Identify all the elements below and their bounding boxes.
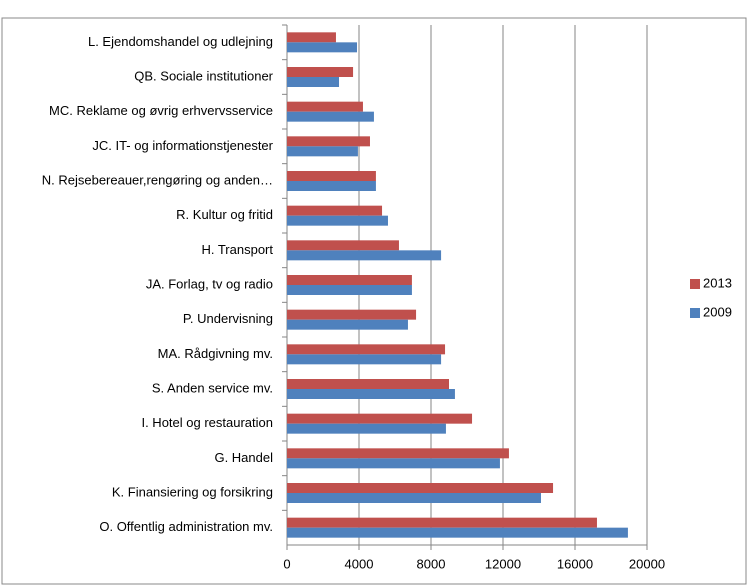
y-tick-label: MA. Rådgivning mv. xyxy=(158,346,273,361)
y-tick-label: QB. Sociale institutioner xyxy=(134,68,273,83)
bar xyxy=(287,32,336,43)
y-tick-label: P. Undervisning xyxy=(183,311,273,326)
legend-label: 2013 xyxy=(703,275,732,290)
y-tick-label: O. Offentlig administration mv. xyxy=(99,519,273,534)
y-tick-label: R. Kultur og fritid xyxy=(176,207,273,222)
y-tick-label: G. Handel xyxy=(214,450,273,465)
y-tick-label: S. Anden service mv. xyxy=(152,380,273,395)
bar xyxy=(287,285,412,295)
bar xyxy=(287,171,376,181)
bar xyxy=(287,250,442,261)
bar xyxy=(287,527,628,538)
x-tick-label: 4000 xyxy=(345,556,374,571)
legend-swatch xyxy=(690,308,700,318)
bar xyxy=(287,493,541,503)
x-tick-label: 0 xyxy=(283,556,290,571)
x-tick-label: 20000 xyxy=(629,556,665,571)
bar xyxy=(287,309,417,320)
bar xyxy=(287,42,358,53)
bar xyxy=(287,181,376,191)
bar xyxy=(287,136,370,147)
y-tick-label: JC. IT- og informationstjenester xyxy=(92,138,273,153)
y-tick-label: JA. Forlag, tv og radio xyxy=(146,276,273,291)
bar xyxy=(287,344,446,355)
legend-label: 2009 xyxy=(703,304,732,319)
bar xyxy=(287,67,354,77)
bar xyxy=(287,205,383,216)
bar xyxy=(287,215,388,226)
bar xyxy=(287,423,446,434)
bar xyxy=(287,458,500,469)
y-tick-label: MC. Reklame og øvrig erhvervsservice xyxy=(49,103,273,118)
y-tick-label: L. Ejendomshandel og udlejning xyxy=(88,34,273,49)
y-tick-label: K. Finansiering og forsikring xyxy=(112,484,273,499)
bar xyxy=(287,275,412,285)
legend-swatch xyxy=(690,279,700,289)
bar xyxy=(287,354,442,365)
bar xyxy=(287,77,340,87)
y-tick-label: I. Hotel og restauration xyxy=(141,415,273,430)
bar xyxy=(287,389,455,399)
bar xyxy=(287,111,374,122)
bar xyxy=(287,413,473,424)
y-tick-label: H. Transport xyxy=(201,242,273,257)
bar xyxy=(287,379,449,389)
bar xyxy=(287,101,363,112)
x-tick-label: 12000 xyxy=(485,556,521,571)
bar xyxy=(287,146,358,157)
bar xyxy=(287,517,597,528)
x-tick-label: 16000 xyxy=(557,556,593,571)
bar xyxy=(287,319,408,330)
bar xyxy=(287,240,399,251)
x-tick-label: 8000 xyxy=(417,556,446,571)
bar xyxy=(287,448,509,459)
bar xyxy=(287,483,554,493)
y-tick-label: N. Rejsebereauer,rengøring og anden… xyxy=(42,172,273,187)
